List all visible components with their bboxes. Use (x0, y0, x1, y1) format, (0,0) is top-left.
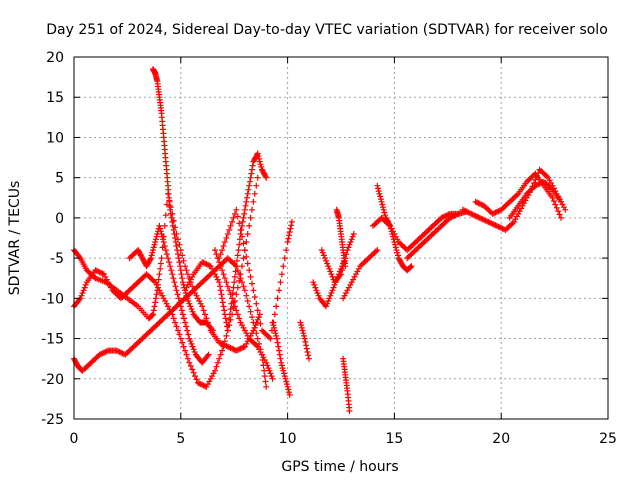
x-tick-label: 0 (70, 431, 79, 447)
y-tick-label: 20 (46, 50, 64, 66)
series-arc-2 (150, 66, 216, 334)
plus-marker-group (333, 206, 349, 270)
y-tick-label: -5 (50, 251, 64, 267)
series-arc-18 (404, 208, 470, 262)
series-arc-12 (318, 231, 357, 286)
series-arc-15 (340, 247, 381, 302)
y-axis-label: SDTVAR / TECUs (7, 181, 23, 296)
series-arc-14 (340, 355, 353, 414)
series-arc-5 (182, 150, 270, 334)
plus-marker-group (212, 247, 276, 382)
series-arc-8 (212, 247, 276, 382)
plus-marker-group (182, 150, 270, 334)
plus-marker-group (150, 66, 216, 334)
y-tick-label: 5 (55, 171, 64, 187)
series-arc-9 (269, 319, 293, 398)
y-tick-label: -15 (41, 332, 64, 348)
y-tick-label: -20 (41, 372, 64, 388)
plus-marker-group (404, 208, 470, 262)
plot-frame (73, 56, 609, 420)
y-tick-label: 15 (46, 90, 64, 106)
plus-marker-group (370, 210, 462, 254)
x-axis-label: GPS time / hours (281, 459, 398, 475)
plus-marker-group (216, 206, 295, 342)
x-tick-labels: 0 5 10 15 20 25 (70, 431, 617, 447)
x-tick-label: 25 (599, 431, 617, 447)
y-tick-label: 0 (55, 211, 64, 227)
plus-marker-group (340, 355, 353, 414)
data-points (71, 66, 569, 414)
plus-marker-group (318, 231, 357, 286)
x-tick-label: 5 (176, 431, 185, 447)
x-tick-label: 10 (279, 431, 297, 447)
chart-title: Day 251 of 2024, Sidereal Day-to-day VTE… (46, 22, 608, 38)
plus-marker-group (126, 222, 212, 366)
y-tick-label: -10 (41, 291, 64, 307)
axis-ticks (73, 56, 609, 420)
plus-marker-group (269, 319, 293, 398)
series-arc-10 (297, 319, 312, 362)
plus-marker-group (340, 247, 381, 302)
series-arc-6 (126, 222, 212, 366)
plus-marker-group (506, 178, 564, 221)
series-arc-21 (506, 178, 564, 221)
series-arc-7 (216, 206, 295, 342)
y-tick-label: 10 (46, 130, 64, 146)
series-arc-17 (370, 210, 462, 254)
x-tick-label: 20 (492, 431, 510, 447)
series-arc-13 (333, 206, 349, 270)
y-tick-labels: 20 15 10 5 0 -5 -10 -15 -20 -25 (41, 50, 64, 428)
x-tick-label: 15 (385, 431, 403, 447)
y-tick-label: -25 (41, 412, 64, 428)
plus-marker-group (297, 319, 312, 362)
